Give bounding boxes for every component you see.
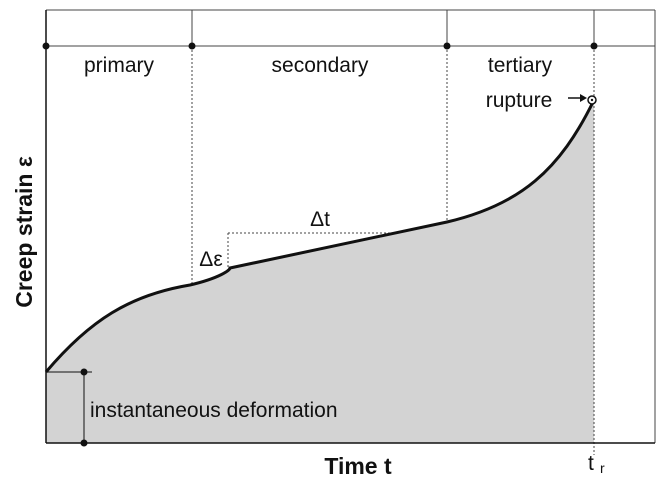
stage-label: secondary [272, 54, 369, 77]
stage-label: primary [84, 54, 155, 77]
rupture-label: rupture [486, 89, 553, 112]
dots [42, 42, 598, 447]
stage-dividers [191, 46, 595, 455]
area-under-curve [46, 100, 594, 443]
rupture-arrowhead [580, 94, 587, 102]
rupture-time-subscript: r [600, 460, 605, 476]
rupture-point-center [590, 98, 594, 102]
instantaneous-label: instantaneous deformation [90, 399, 338, 422]
delta-time-label: Δt [310, 208, 330, 231]
stage-label: tertiary [488, 54, 553, 77]
delta-strain-label: Δε [199, 248, 222, 271]
frame [46, 9, 656, 443]
creep-curve [44, 99, 596, 373]
y-axis-label: Creep strain ε [11, 156, 37, 308]
rupture-time-label: t [588, 452, 594, 475]
x-axis-label: Time t [324, 453, 392, 479]
